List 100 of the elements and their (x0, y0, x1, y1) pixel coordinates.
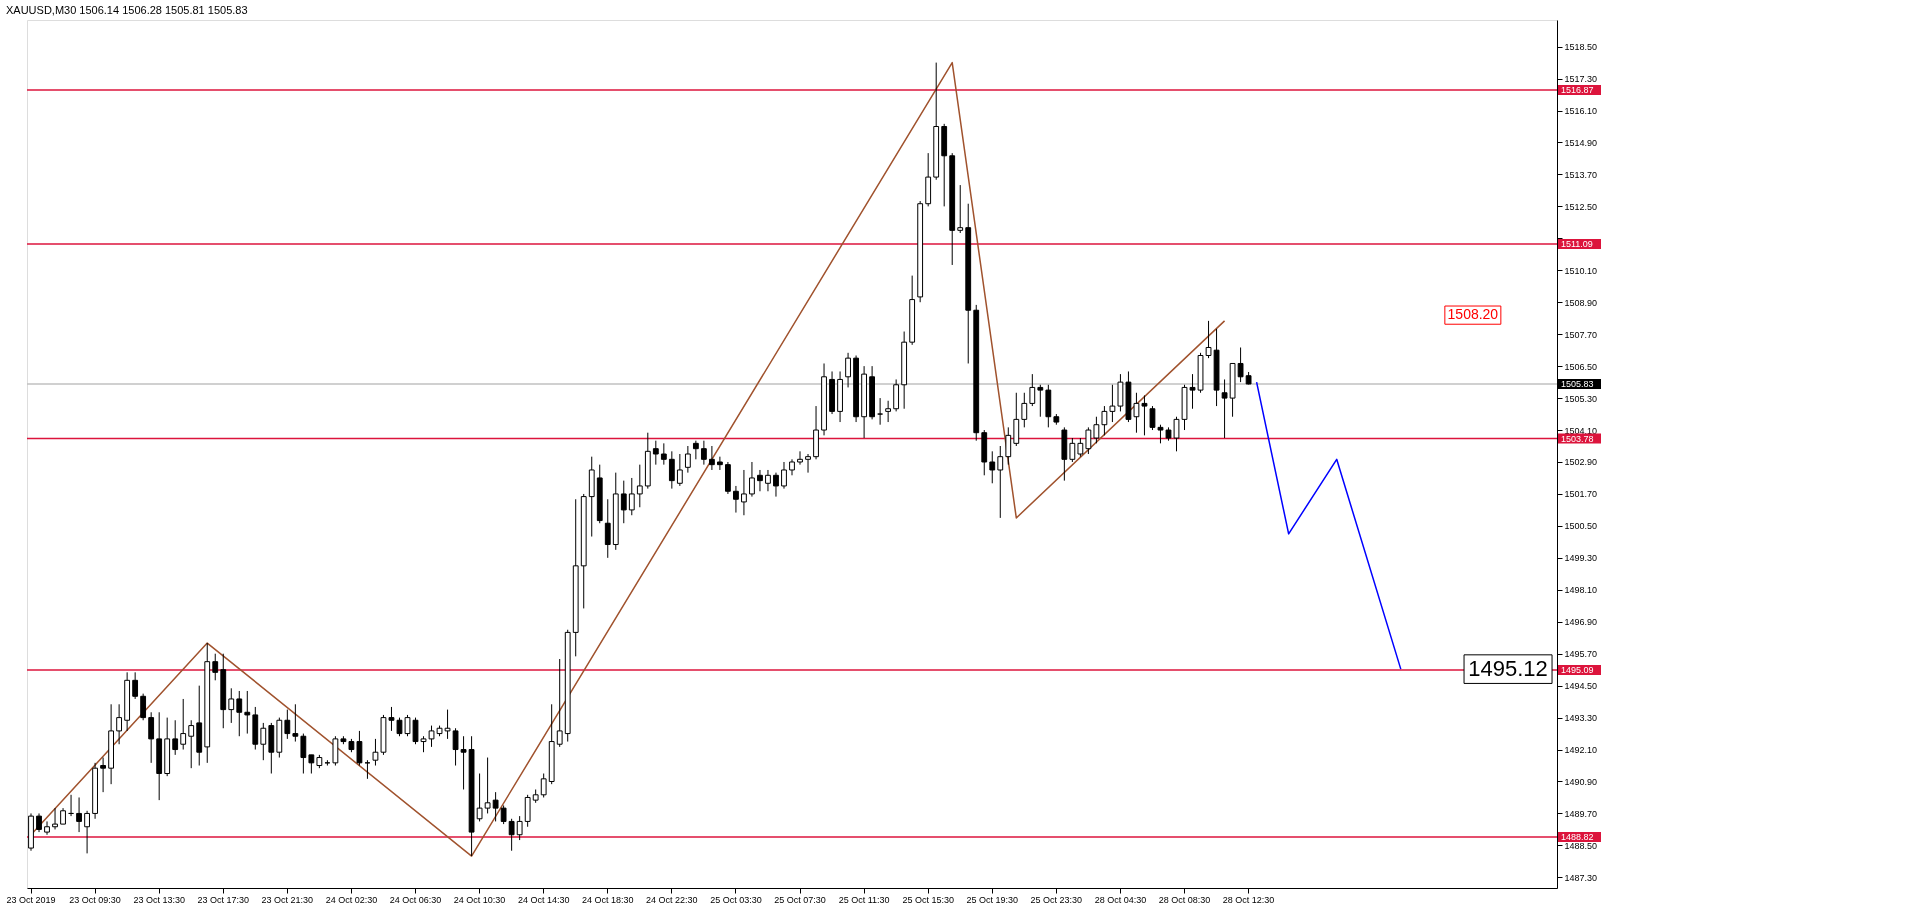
y-tick-label: 1500.50 (1564, 521, 1598, 532)
candlestick (1109, 384, 1116, 423)
candlestick (460, 735, 467, 790)
x-tick-label: 28 Oct 12:30 (1222, 894, 1275, 905)
candlestick (516, 815, 523, 841)
candlestick (52, 807, 58, 830)
candlestick (1221, 378, 1228, 439)
y-tick-label: 1499.30 (1564, 553, 1598, 564)
ref-line-label: 1495.09 (1561, 664, 1594, 675)
candlestick (84, 810, 90, 854)
candlestick (1117, 373, 1124, 412)
candlestick (300, 733, 307, 775)
candlestick (212, 653, 219, 681)
x-tick-label: 23 Oct 09:30 (69, 894, 121, 905)
candlestick (540, 773, 547, 798)
candlestick (660, 442, 667, 466)
candlestick (989, 450, 996, 484)
y-tick-label: 1518.50 (1564, 42, 1598, 53)
candlestick (676, 453, 683, 487)
x-tick-label: 25 Oct 19:30 (966, 894, 1019, 905)
y-tick-label: 1505.30 (1564, 393, 1598, 404)
candlestick (805, 453, 811, 474)
y-tick-label: 1514.90 (1564, 137, 1598, 148)
x-tick-label: 28 Oct 04:30 (1094, 894, 1147, 905)
line-series (1255, 381, 1402, 670)
x-tick-label: 24 Oct 14:30 (517, 894, 570, 905)
candlestick (1021, 392, 1028, 428)
candlestick (797, 450, 803, 466)
candlestick (749, 461, 755, 498)
candlestick (1077, 437, 1084, 458)
x-tick-label: 24 Oct 10:30 (453, 894, 506, 905)
candlestick (500, 804, 507, 825)
y-tick-label: 1507.70 (1564, 329, 1598, 340)
candlestick (717, 456, 723, 471)
x-tick-label: 24 Oct 18:30 (581, 894, 634, 905)
candlestick (1085, 426, 1092, 455)
candlestick (132, 671, 139, 700)
x-tick-label: 23 Oct 17:30 (197, 894, 250, 905)
candlestick (741, 469, 747, 516)
x-tick-label: 25 Oct 03:30 (710, 894, 762, 905)
candlestick (284, 709, 291, 740)
x-tick-label: 25 Oct 11:30 (838, 894, 890, 905)
y-tick-label: 1512.50 (1564, 201, 1598, 212)
candlestick (781, 461, 787, 490)
candlestick (684, 445, 691, 474)
candlestick (733, 485, 739, 514)
candlestick (700, 440, 707, 466)
candlestick (356, 730, 363, 767)
annotation: 1508.20 (1447, 306, 1499, 323)
candlestick (188, 719, 195, 769)
y-tick-label: 1510.10 (1564, 265, 1598, 276)
candlestick (1069, 437, 1076, 463)
candlestick (452, 727, 459, 767)
ref-line-label: 1505.83 (1561, 378, 1594, 389)
x-tick-label: 28 Oct 08:30 (1158, 894, 1211, 905)
y-tick-label: 1516.10 (1564, 106, 1598, 117)
candlestick (997, 445, 1004, 519)
candlestick (668, 450, 675, 490)
candlestick (1029, 373, 1036, 407)
candlestick (508, 818, 515, 852)
candlestick (1101, 405, 1108, 436)
candlestick (492, 791, 499, 822)
candlestick (628, 477, 635, 516)
candlestick (620, 480, 627, 524)
y-tick-label: 1508.90 (1564, 297, 1598, 308)
y-tick-label: 1489.70 (1564, 808, 1598, 819)
candlestick (773, 472, 779, 498)
x-tick-label: 25 Oct 15:30 (902, 894, 954, 905)
candlestick (845, 352, 851, 388)
candlestick (877, 397, 884, 426)
y-tick-label: 1517.30 (1564, 74, 1598, 85)
x-tick-label: 25 Oct 23:30 (1030, 894, 1083, 905)
candlestick (1093, 416, 1100, 444)
candlestick (260, 722, 267, 761)
candlestick (556, 658, 563, 748)
candlestick (652, 440, 659, 466)
ref-line-label: 1503.78 (1561, 433, 1594, 444)
x-tick-label: 23 Oct 2019 (6, 894, 56, 905)
x-tick-label: 24 Oct 02:30 (325, 894, 378, 905)
ref-line-label: 1511.09 (1561, 238, 1593, 249)
candlestick (308, 754, 315, 775)
candlestick (180, 698, 187, 751)
y-tick-label: 1494.50 (1564, 681, 1598, 692)
candlestick (885, 400, 892, 423)
ref-line-label: 1516.87 (1561, 85, 1594, 96)
candlestick (364, 759, 371, 780)
candlestick (1037, 384, 1044, 418)
y-tick-label: 1502.90 (1564, 457, 1598, 468)
candlestick (140, 693, 147, 721)
chart-title: XAUUSD,M30 1506.14 1506.28 1505.81 1505.83 (5, 4, 248, 16)
y-tick-label: 1495.70 (1564, 649, 1598, 660)
x-tick-label: 25 Oct 07:30 (774, 894, 826, 905)
x-tick-label: 24 Oct 06:30 (389, 894, 442, 905)
candlestick (292, 703, 299, 743)
x-tick-label: 23 Oct 13:30 (133, 894, 185, 905)
candlestick (893, 378, 900, 412)
candlestick (44, 820, 50, 836)
x-tick-label: 24 Oct 22:30 (646, 894, 698, 905)
y-tick-label: 1504.10 (1564, 425, 1598, 436)
y-tick-label: 1488.50 (1564, 840, 1598, 851)
